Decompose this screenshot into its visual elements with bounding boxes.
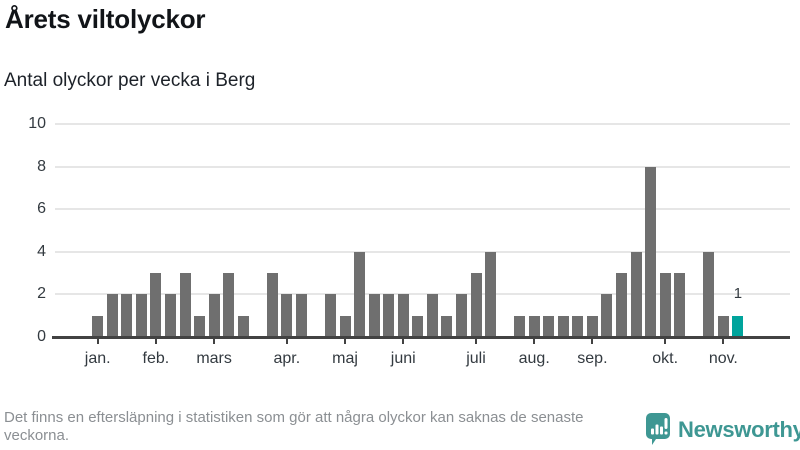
- x-axis-label-feb: feb.: [142, 350, 170, 367]
- x-axis-label-aug: aug.: [518, 350, 550, 367]
- bar-week-26: [455, 294, 467, 337]
- x-tick-aug: [533, 339, 536, 344]
- x-axis-line: [52, 336, 790, 339]
- bar-week-38: [630, 251, 642, 337]
- bar-week-41: [674, 273, 686, 337]
- footnote-text: Det finns en eftersläpning i statistiken…: [4, 409, 584, 445]
- x-tick-jan: [96, 339, 99, 344]
- y-axis-label-6: 6: [37, 200, 46, 218]
- bar-week-35: [586, 315, 598, 337]
- weekly-accidents-bar-chart: 0 2 4 6 8 10 jan. feb. mars apr. maj juni juli aug. se…: [28, 115, 790, 367]
- bar-week-5: [150, 273, 162, 337]
- bar-week-11: [237, 315, 249, 337]
- x-axis-label-mars: mars: [196, 350, 232, 367]
- x-tick-maj: [344, 339, 347, 344]
- bar-week-21: [383, 294, 395, 337]
- x-axis-label-apr: apr.: [273, 350, 301, 367]
- bar-week-3: [121, 294, 133, 337]
- bar-week-33: [557, 315, 569, 337]
- x-axis-label-maj: maj: [332, 350, 358, 367]
- bar-week-19: [354, 251, 366, 337]
- x-axis-label-okt: okt.: [652, 350, 679, 367]
- bar-week-34: [572, 315, 584, 337]
- y-axis-label-8: 8: [37, 157, 46, 175]
- bar-week-37: [616, 273, 627, 337]
- y-axis-label-10: 10: [28, 115, 46, 132]
- bar-week-1: [92, 315, 104, 337]
- bar-week-4: [135, 294, 147, 337]
- x-tick-feb: [154, 339, 157, 344]
- bar-week-7: [179, 273, 191, 337]
- x-tick-juni: [402, 339, 405, 344]
- highlight-value-label: 1: [733, 285, 743, 302]
- x-tick-sep: [591, 339, 594, 344]
- chart-subtitle: Antal olyckor per vecka i Berg: [4, 70, 256, 91]
- gridline-6: [55, 208, 790, 211]
- x-axis-label-juni: juni: [390, 350, 416, 367]
- x-axis-label-nov: nov.: [708, 350, 738, 367]
- bar-week-8: [194, 315, 206, 337]
- x-tick-apr: [285, 339, 288, 344]
- gridline-4: [55, 250, 790, 253]
- brand-name: Newsworthy: [678, 416, 800, 442]
- bar-week-23: [412, 315, 424, 337]
- bar-week-44: [717, 315, 729, 337]
- gridline-2: [55, 293, 790, 296]
- bar-week-32: [543, 315, 555, 337]
- x-axis-label-sep: sep.: [577, 350, 608, 367]
- bar-week-13: [266, 273, 278, 337]
- bar-week-31: [528, 315, 540, 337]
- gridline-8: [55, 165, 790, 168]
- bar-week-27: [470, 273, 482, 337]
- x-tick-juli: [475, 339, 477, 344]
- bar-week-14: [281, 294, 293, 337]
- bar-week-10: [223, 273, 235, 337]
- page-title: Årets viltolyckor: [5, 4, 206, 34]
- x-tick-okt: [664, 339, 667, 344]
- bar-week-18: [339, 315, 351, 337]
- y-axis-label-0: 0: [37, 328, 46, 345]
- bar-week-22: [397, 294, 409, 337]
- bar-week-40: [659, 273, 671, 337]
- bar-week-39: [645, 166, 657, 337]
- bar-week-28: [485, 251, 497, 337]
- bar-week-43: [703, 251, 715, 337]
- bar-week-6: [164, 294, 176, 337]
- bar-week-9: [208, 294, 220, 337]
- gridline-10: [55, 123, 790, 125]
- bar-week-36: [601, 294, 613, 337]
- bar-week-2: [106, 294, 118, 337]
- x-tick-nov: [722, 339, 725, 344]
- y-axis-label-4: 4: [37, 242, 46, 260]
- bar-week-17: [325, 294, 336, 337]
- x-axis-label-jan: jan.: [84, 350, 111, 367]
- bar-week-20: [368, 294, 380, 337]
- newsworthy-logo: Newsworthy: [646, 413, 800, 446]
- y-axis-label-2: 2: [37, 285, 46, 303]
- x-tick-mars: [213, 339, 216, 344]
- bar-week-30: [514, 315, 526, 337]
- x-axis-label-juli: juli: [466, 350, 486, 367]
- highlighted-bar-week-45: [732, 315, 744, 337]
- bar-week-25: [441, 315, 453, 337]
- bar-week-24: [426, 294, 438, 337]
- newsworthy-bar-chart-bubble-icon: [646, 413, 670, 445]
- bar-week-15: [295, 294, 307, 337]
